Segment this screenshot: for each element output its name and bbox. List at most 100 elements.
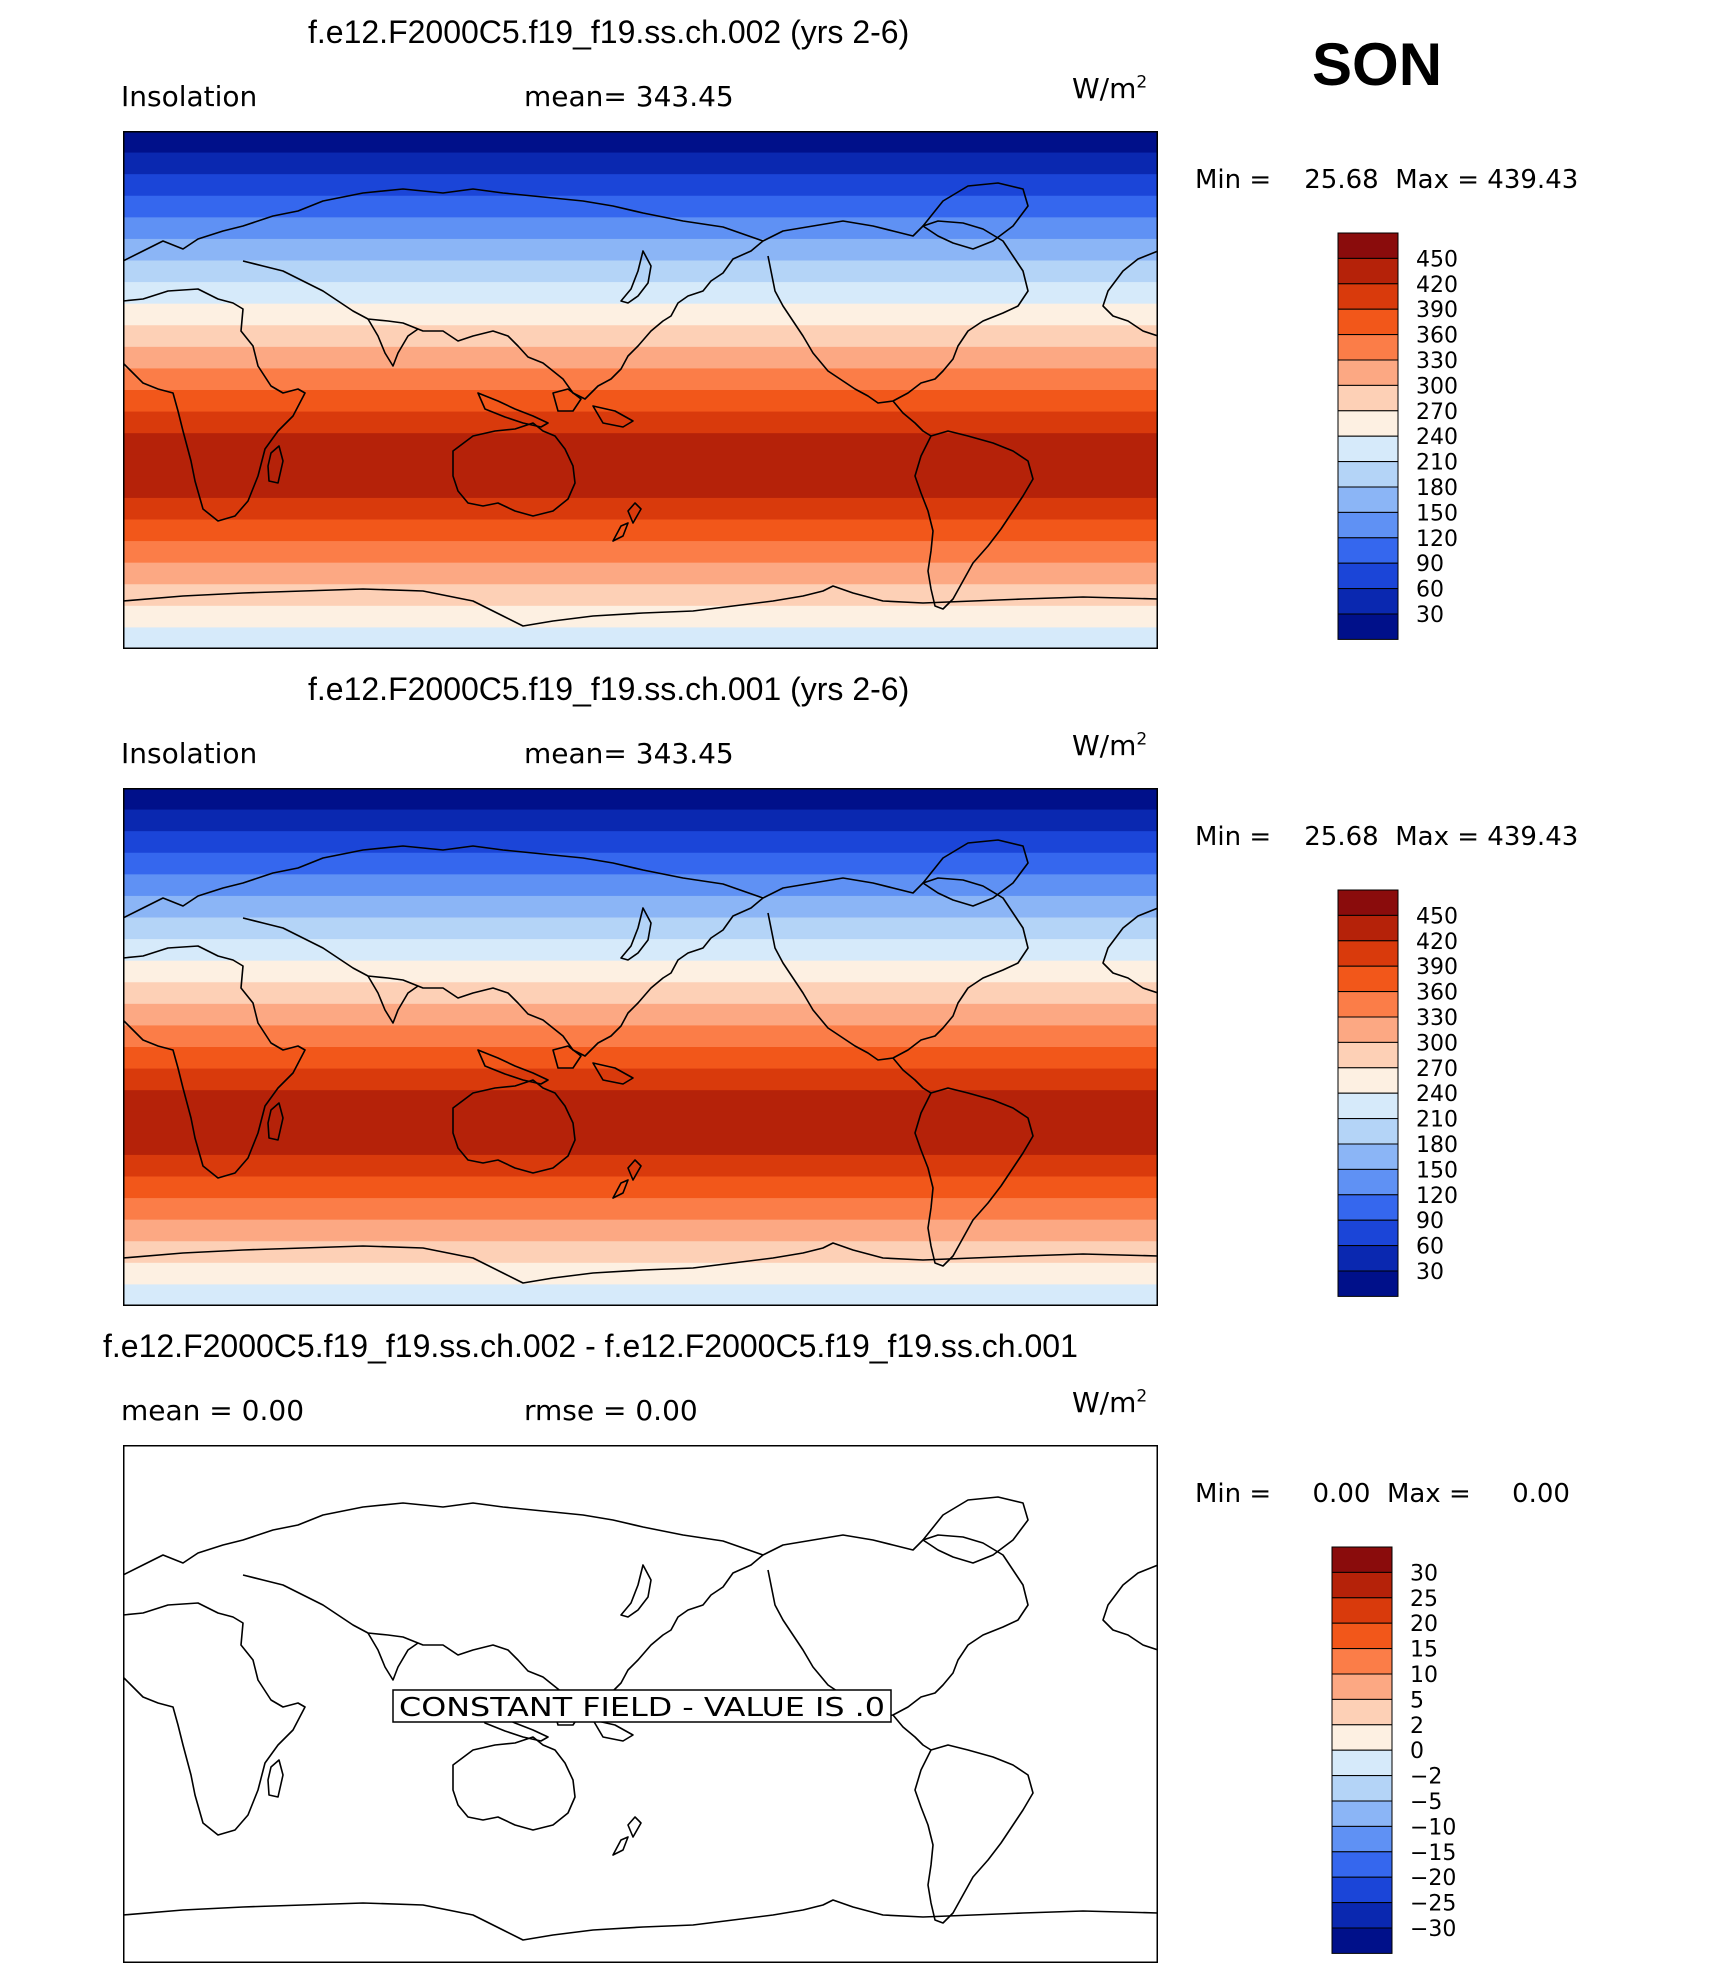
coastline bbox=[620, 250, 652, 304]
panel-1-colorbar: 4504203903603303002702402101801501209060… bbox=[1337, 232, 1458, 640]
lat-band bbox=[123, 627, 1158, 649]
lat-band bbox=[123, 960, 1158, 983]
panel-2-left-label: Insolation bbox=[121, 737, 258, 770]
panel-2-max-label: Max = bbox=[1395, 822, 1480, 852]
coastline bbox=[367, 975, 419, 1024]
panel-3-units: W/m2 bbox=[1072, 1386, 1148, 1419]
colorbar-tick-label: 180 bbox=[1416, 1133, 1458, 1158]
panel-2-title: f.e12.F2000C5.f19_f19.ss.ch.001 (yrs 2-6… bbox=[308, 671, 910, 707]
lat-band bbox=[123, 238, 1158, 262]
lat-band bbox=[123, 325, 1158, 348]
lat-band bbox=[123, 788, 1158, 811]
coastline bbox=[922, 1496, 1029, 1564]
colorbar-tick-label: 240 bbox=[1416, 1082, 1458, 1107]
panel-3-mean-label: mean = 0.00 bbox=[121, 1394, 305, 1427]
coastline bbox=[892, 1057, 932, 1094]
coastline bbox=[914, 1744, 1034, 1924]
coastline bbox=[452, 1079, 576, 1174]
colorbar-tick-label: −25 bbox=[1410, 1892, 1456, 1917]
colorbar-tick-label: 420 bbox=[1416, 930, 1458, 955]
colorbar-tick-label: 360 bbox=[1416, 324, 1458, 349]
panel-1-max-label: Max = bbox=[1395, 165, 1480, 195]
coastline bbox=[452, 422, 576, 517]
coastline bbox=[922, 839, 1029, 907]
coastline bbox=[762, 220, 1029, 404]
panel-2-coastlines bbox=[123, 839, 1158, 1284]
colorbar-box bbox=[1337, 1245, 1399, 1272]
colorbar-tick-label: 150 bbox=[1416, 1158, 1458, 1183]
lat-band bbox=[123, 346, 1158, 370]
colorbar-box bbox=[1337, 1143, 1399, 1170]
colorbar-tick-label: 15 bbox=[1410, 1638, 1438, 1663]
colorbar-tick-label: 330 bbox=[1416, 1006, 1458, 1031]
lat-band bbox=[123, 368, 1158, 391]
lat-band bbox=[123, 1068, 1158, 1091]
panel-2-max-value: 439.43 bbox=[1487, 822, 1579, 852]
colorbar-tick-label: 450 bbox=[1416, 904, 1458, 929]
lat-band bbox=[123, 390, 1158, 413]
lat-band bbox=[123, 1003, 1158, 1027]
colorbar-box bbox=[1331, 1876, 1393, 1904]
colorbar-box bbox=[1331, 1749, 1393, 1777]
lat-band bbox=[123, 217, 1158, 240]
colorbar-box bbox=[1337, 914, 1399, 942]
colorbar-box bbox=[1337, 1219, 1399, 1247]
lat-band bbox=[123, 131, 1158, 154]
lat-band bbox=[123, 584, 1158, 607]
colorbar-box bbox=[1331, 1825, 1393, 1853]
colorbar-box bbox=[1331, 1648, 1393, 1675]
coastline bbox=[627, 1159, 642, 1181]
lat-band bbox=[123, 541, 1158, 564]
colorbar-tick-label: 20 bbox=[1410, 1612, 1438, 1637]
colorbar-box bbox=[1337, 1041, 1399, 1069]
panel-1-map-frame bbox=[123, 131, 1158, 649]
colorbar-box bbox=[1337, 965, 1399, 993]
colorbar-box bbox=[1331, 1698, 1393, 1726]
lat-band bbox=[123, 917, 1158, 940]
coastline bbox=[620, 1564, 652, 1618]
lat-band bbox=[123, 809, 1158, 832]
panel-3-rmse-label: rmse = 0.00 bbox=[524, 1394, 698, 1427]
lat-band bbox=[123, 433, 1158, 456]
colorbar-tick-label: 180 bbox=[1416, 476, 1458, 501]
colorbar-tick-label: 60 bbox=[1416, 578, 1444, 603]
colorbar-box bbox=[1331, 1800, 1393, 1827]
coastline bbox=[627, 502, 642, 524]
colorbar-box bbox=[1337, 410, 1399, 437]
coastline bbox=[762, 1534, 1029, 1718]
colorbar-box bbox=[1337, 359, 1399, 386]
coastline bbox=[477, 1049, 549, 1085]
colorbar-tick-label: 210 bbox=[1416, 1108, 1458, 1133]
coastline bbox=[892, 1714, 932, 1751]
colorbar-tick-label: 120 bbox=[1416, 1184, 1458, 1209]
lat-band bbox=[123, 831, 1158, 854]
lat-band bbox=[123, 1025, 1158, 1048]
lat-band bbox=[123, 852, 1158, 875]
colorbar-box bbox=[1337, 940, 1399, 967]
colorbar-box bbox=[1337, 511, 1399, 539]
colorbar-tick-label: 30 bbox=[1416, 603, 1444, 628]
colorbar-box bbox=[1337, 1168, 1399, 1196]
colorbar-box bbox=[1337, 991, 1399, 1018]
panel-1-min-label: Min = bbox=[1195, 165, 1272, 195]
colorbar-tick-label: −30 bbox=[1410, 1917, 1456, 1942]
lat-band bbox=[123, 1133, 1158, 1156]
coastline bbox=[123, 1502, 764, 1576]
coastline bbox=[612, 522, 629, 542]
colorbar-tick-label: 210 bbox=[1416, 451, 1458, 476]
coastline bbox=[123, 1602, 306, 1836]
colorbar-box bbox=[1337, 562, 1399, 590]
colorbar-tick-label: 360 bbox=[1416, 981, 1458, 1006]
coastline bbox=[592, 1062, 634, 1085]
coastline bbox=[123, 845, 764, 919]
colorbar-tick-label: 330 bbox=[1416, 349, 1458, 374]
coastline bbox=[914, 1087, 1034, 1267]
colorbar-tick-label: 25 bbox=[1410, 1587, 1438, 1612]
panel-1-mid-label: mean= 343.45 bbox=[524, 80, 734, 113]
colorbar-tick-label: −15 bbox=[1410, 1841, 1456, 1866]
constant-field-annotation: CONSTANT FIELD - VALUE IS .0 bbox=[399, 1693, 885, 1723]
coastline bbox=[123, 1242, 1158, 1284]
panel-2-min-value: 25.68 bbox=[1304, 822, 1379, 852]
coastline bbox=[242, 240, 764, 400]
